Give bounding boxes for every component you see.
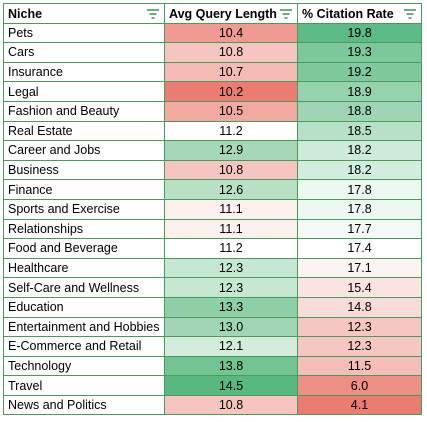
table-row: Food and Beverage 11.2 17.4 <box>3 238 422 259</box>
citation-rate-cell[interactable]: 18.2 <box>297 140 422 161</box>
citation-rate-cell[interactable]: 18.5 <box>297 120 422 142</box>
table-row: Career and Jobs 12.9 18.2 <box>3 140 422 161</box>
avg-query-length-cell[interactable]: 10.7 <box>164 61 298 83</box>
header-label: % Citation Rate <box>302 6 394 21</box>
niche-cell[interactable]: Pets <box>3 22 165 44</box>
table-body: Pets 10.4 19.8 Cars 10.8 19.3 Insurance 10.7 19.… <box>3 22 422 416</box>
citation-rate-cell[interactable]: 12.3 <box>297 316 422 338</box>
niche-cell[interactable]: Fashion and Beauty <box>3 100 165 122</box>
niche-cell[interactable]: E-Commerce and Retail <box>3 336 165 357</box>
table-row: Legal 10.2 18.9 <box>3 81 422 102</box>
niche-cell[interactable]: News and Politics <box>3 394 165 416</box>
niche-cell[interactable]: Legal <box>3 81 165 102</box>
niche-cell[interactable]: Relationships <box>3 218 165 240</box>
niche-cell[interactable]: Travel <box>3 375 165 396</box>
niche-cell[interactable]: Healthcare <box>3 257 165 279</box>
avg-query-length-cell[interactable]: 13.0 <box>164 316 298 338</box>
avg-query-length-cell[interactable]: 10.5 <box>164 100 298 122</box>
avg-query-length-cell[interactable]: 13.8 <box>164 355 298 377</box>
table-row: Business 10.8 18.2 <box>3 159 422 181</box>
citation-rate-cell[interactable]: 14.8 <box>297 296 422 318</box>
table-row: Insurance 10.7 19.2 <box>3 61 422 83</box>
table-row: Healthcare 12.3 17.1 <box>3 257 422 279</box>
niche-cell[interactable]: Sports and Exercise <box>3 198 165 220</box>
avg-query-length-cell[interactable]: 12.1 <box>164 336 298 357</box>
avg-query-length-cell[interactable]: 14.5 <box>164 375 298 396</box>
citation-rate-cell[interactable]: 17.4 <box>297 238 422 259</box>
header-row: Niche Avg Query Length % Citation Rate <box>3 3 422 24</box>
table-row: Travel 14.5 6.0 <box>3 375 422 396</box>
filter-icon[interactable] <box>147 9 159 19</box>
niche-cell[interactable]: Finance <box>3 179 165 200</box>
avg-query-length-cell[interactable]: 11.2 <box>164 238 298 259</box>
niche-cell[interactable]: Self-Care and Wellness <box>3 277 165 298</box>
niche-cell[interactable]: Insurance <box>3 61 165 83</box>
niche-cell[interactable]: Entertainment and Hobbies <box>3 316 165 338</box>
table-row: Sports and Exercise 11.1 17.8 <box>3 198 422 220</box>
citation-rate-cell[interactable]: 15.4 <box>297 277 422 298</box>
avg-query-length-cell[interactable]: 10.8 <box>164 42 298 63</box>
table-row: Relationships 11.1 17.7 <box>3 218 422 240</box>
citation-rate-cell[interactable]: 18.2 <box>297 159 422 181</box>
avg-query-length-cell[interactable]: 10.8 <box>164 394 298 416</box>
avg-query-length-cell[interactable]: 12.3 <box>164 257 298 279</box>
citation-rate-cell[interactable]: 18.9 <box>297 81 422 102</box>
avg-query-length-cell[interactable]: 10.2 <box>164 81 298 102</box>
citation-rate-cell[interactable]: 11.5 <box>297 355 422 377</box>
niche-cell[interactable]: Cars <box>3 42 165 63</box>
table-row: Technology 13.8 11.5 <box>3 355 422 377</box>
filter-icon[interactable] <box>280 9 292 19</box>
niche-cell[interactable]: Food and Beverage <box>3 238 165 259</box>
avg-query-length-cell[interactable]: 12.3 <box>164 277 298 298</box>
citation-rate-cell[interactable]: 12.3 <box>297 336 422 357</box>
table-row: Self-Care and Wellness 12.3 15.4 <box>3 277 422 298</box>
citation-rate-cell[interactable]: 19.8 <box>297 22 422 44</box>
table-row: Fashion and Beauty 10.5 18.8 <box>3 100 422 122</box>
citation-rate-cell[interactable]: 6.0 <box>297 375 422 396</box>
data-table: Niche Avg Query Length % Citation Rate <box>3 3 422 416</box>
avg-query-length-cell[interactable]: 13.3 <box>164 296 298 318</box>
table-row: Education 13.3 14.8 <box>3 296 422 318</box>
citation-rate-cell[interactable]: 17.1 <box>297 257 422 279</box>
avg-query-length-cell[interactable]: 10.4 <box>164 22 298 44</box>
niche-cell[interactable]: Education <box>3 296 165 318</box>
citation-rate-cell[interactable]: 19.3 <box>297 42 422 63</box>
table-row: Entertainment and Hobbies 13.0 12.3 <box>3 316 422 338</box>
niche-cell[interactable]: Real Estate <box>3 120 165 142</box>
avg-query-length-cell[interactable]: 12.6 <box>164 179 298 200</box>
table-row: News and Politics 10.8 4.1 <box>3 394 422 416</box>
citation-rate-cell[interactable]: 17.8 <box>297 179 422 200</box>
header-avg-query-length[interactable]: Avg Query Length <box>164 3 298 24</box>
table-row: Finance 12.6 17.8 <box>3 179 422 200</box>
citation-rate-cell[interactable]: 17.7 <box>297 218 422 240</box>
table-row: Real Estate 11.2 18.5 <box>3 120 422 142</box>
header-niche[interactable]: Niche <box>3 3 165 24</box>
avg-query-length-cell[interactable]: 11.1 <box>164 218 298 240</box>
header-label: Niche <box>8 6 43 21</box>
filter-icon[interactable] <box>404 9 416 19</box>
avg-query-length-cell[interactable]: 11.1 <box>164 198 298 220</box>
citation-rate-cell[interactable]: 4.1 <box>297 394 422 416</box>
table-row: E-Commerce and Retail 12.1 12.3 <box>3 336 422 357</box>
table-row: Cars 10.8 19.3 <box>3 42 422 63</box>
header-label: Avg Query Length <box>169 6 277 21</box>
citation-rate-cell[interactable]: 18.8 <box>297 100 422 122</box>
avg-query-length-cell[interactable]: 10.8 <box>164 159 298 181</box>
niche-cell[interactable]: Career and Jobs <box>3 140 165 161</box>
table-row: Pets 10.4 19.8 <box>3 22 422 44</box>
avg-query-length-cell[interactable]: 11.2 <box>164 120 298 142</box>
avg-query-length-cell[interactable]: 12.9 <box>164 140 298 161</box>
citation-rate-cell[interactable]: 19.2 <box>297 61 422 83</box>
niche-cell[interactable]: Technology <box>3 355 165 377</box>
citation-rate-cell[interactable]: 17.8 <box>297 198 422 220</box>
header-citation-rate[interactable]: % Citation Rate <box>297 3 422 24</box>
niche-cell[interactable]: Business <box>3 159 165 181</box>
